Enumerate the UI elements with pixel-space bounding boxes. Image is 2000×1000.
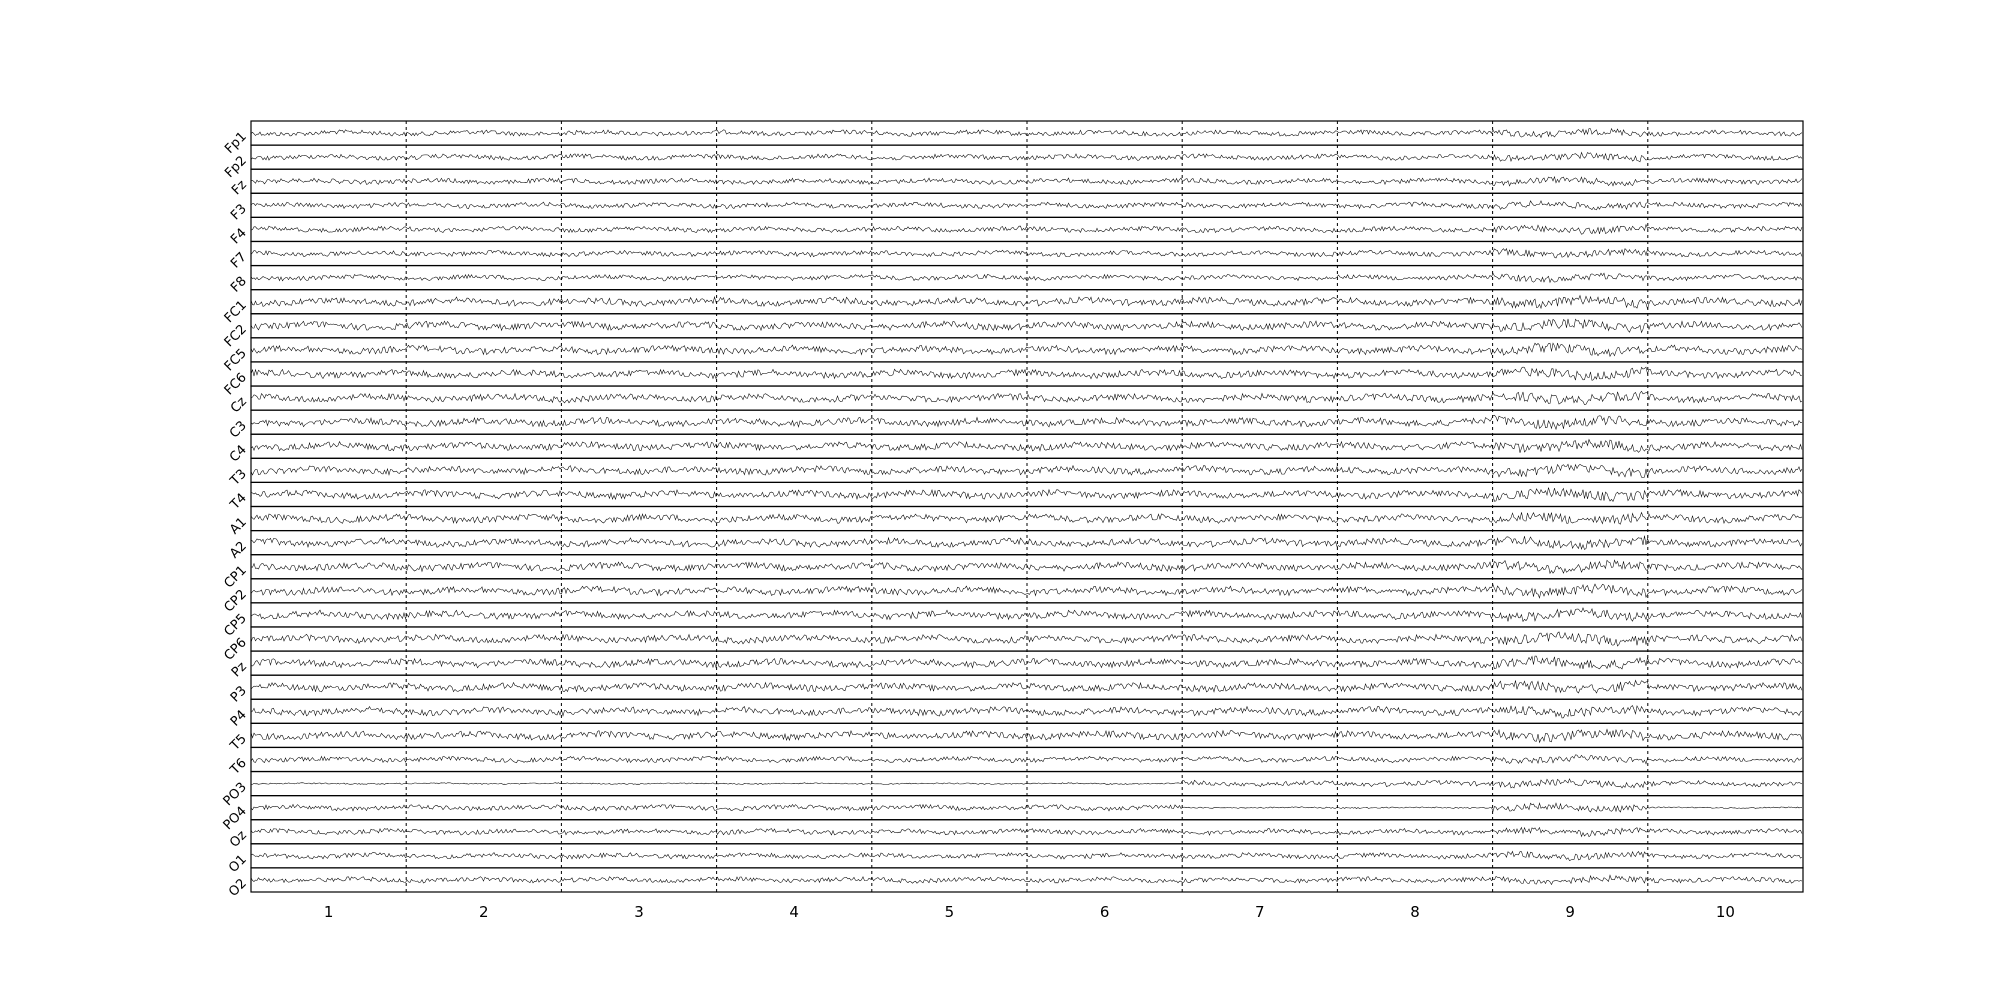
trace-fc5 [250,342,1803,358]
trace-t5 [250,728,1803,744]
epoch-separators [405,121,1649,892]
epoch-label-4: 4 [789,903,799,921]
trace-f4 [250,223,1803,235]
channel-label-p4: P4 [228,708,250,730]
channel-label-o2: O2 [226,876,250,900]
channel-label-a1: A1 [227,515,250,538]
epoch-label-10: 10 [1716,903,1735,921]
epoch-label-1: 1 [324,903,334,921]
channel-label-fp2: Fp2 [222,153,250,181]
channel-label-c4: C4 [227,442,250,465]
channel-label-a2: A2 [227,539,250,562]
channel-label-po4: PO4 [221,804,250,833]
trace-f3 [250,200,1803,211]
channel-label-f7: F7 [228,250,250,272]
trace-c3 [250,414,1803,431]
channel-label-fc5: FC5 [222,346,250,374]
trace-cp6 [250,631,1803,647]
channel-label-t4: T4 [227,491,250,514]
epoch-label-6: 6 [1100,903,1110,921]
channel-label-f3: F3 [228,202,250,224]
channel-label-fc2: FC2 [222,322,250,350]
trace-f7 [250,248,1803,259]
epoch-label-5: 5 [945,903,955,921]
trace-o2 [250,874,1803,886]
epoch-label-2: 2 [479,903,489,921]
trace-pz [250,655,1803,670]
epoch-label-3: 3 [634,903,644,921]
channel-label-fp1: Fp1 [222,129,250,157]
channel-label-fc6: FC6 [222,370,250,398]
channel-label-c3: C3 [227,418,250,441]
channel-label-t6: T6 [227,756,250,779]
channel-label-cp6: CP6 [221,635,249,663]
channel-label-t3: T3 [227,467,250,490]
epoch-label-9: 9 [1565,903,1575,921]
epoch-labels: 1 2 3 4 5 6 7 8 9 10 [324,903,1735,921]
channel-labels: Fp1Fp2FzF3F4F7F8FC1FC2FC5FC6CzC3C4T3T4A1… [221,129,250,900]
trace-cp1 [250,559,1803,575]
channel-label-cp1: CP1 [221,563,249,591]
channel-label-cp2: CP2 [221,587,249,615]
channel-label-po3: PO3 [221,780,250,809]
epoch-label-8: 8 [1410,903,1420,921]
channel-label-f8: F8 [228,274,250,296]
channel-label-o1: O1 [226,852,250,876]
trace-f8 [250,272,1803,284]
channel-label-p3: P3 [228,683,250,705]
channel-label-fc1: FC1 [222,298,250,326]
trace-p3 [250,679,1803,694]
channel-label-f4: F4 [228,226,250,248]
channel-label-cp5: CP5 [221,611,249,639]
trace-cp2 [250,583,1803,599]
channel-label-t5: T5 [227,732,250,755]
epoch-label-7: 7 [1255,903,1265,921]
